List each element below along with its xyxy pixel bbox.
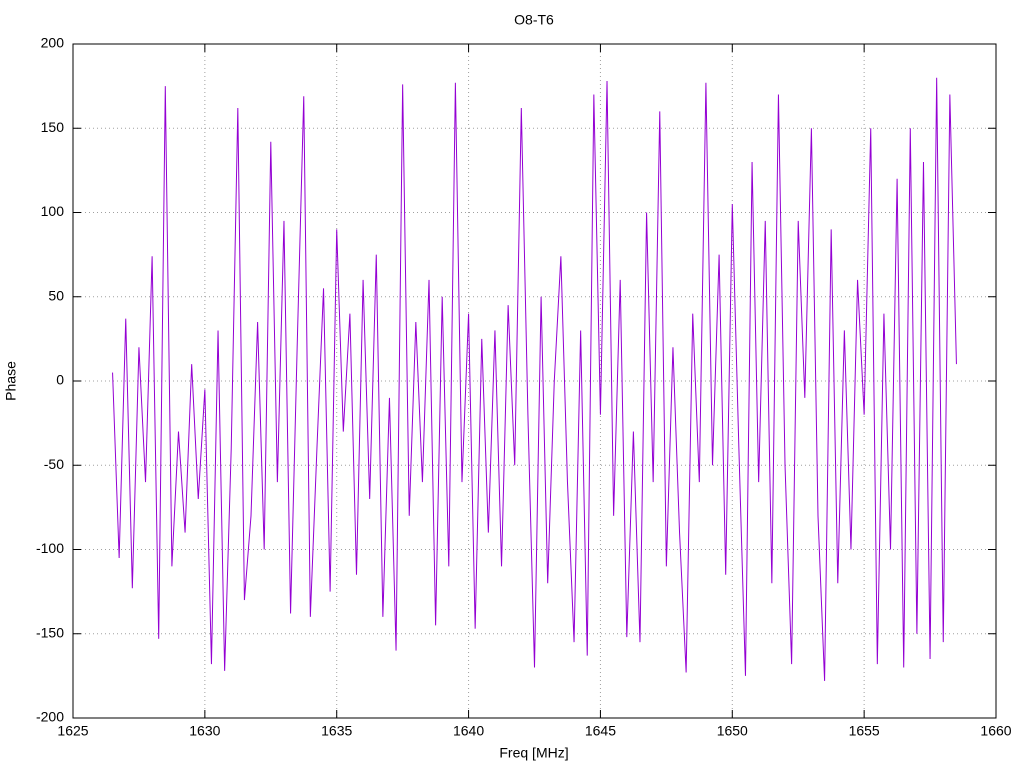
x-axis-label: Freq [MHz]	[499, 745, 568, 761]
y-tick-label: 100	[41, 203, 65, 219]
x-tick-label: 1625	[57, 723, 88, 739]
x-tick-label: 1640	[453, 723, 484, 739]
x-tick-label: 1630	[189, 723, 220, 739]
y-tick-label: -50	[44, 456, 64, 472]
y-tick-label: 0	[56, 372, 64, 388]
y-tick-label: -100	[36, 540, 64, 556]
y-tick-label: 50	[48, 287, 64, 303]
plot-border	[72, 43, 997, 719]
chart-title: O8-T6	[514, 12, 554, 28]
x-tick-label: 1645	[585, 723, 616, 739]
data-line	[112, 77, 957, 681]
y-tick-label: 150	[41, 119, 65, 135]
x-tick-label: 1635	[321, 723, 352, 739]
x-tick-label: 1650	[717, 723, 748, 739]
x-tick-label: 1655	[849, 723, 880, 739]
y-tick-label: -150	[36, 624, 64, 640]
y-tick-label: -200	[36, 709, 64, 725]
y-axis-label: Phase	[3, 361, 19, 401]
x-tick-label: 1660	[980, 723, 1011, 739]
y-tick-label: 200	[41, 35, 65, 51]
